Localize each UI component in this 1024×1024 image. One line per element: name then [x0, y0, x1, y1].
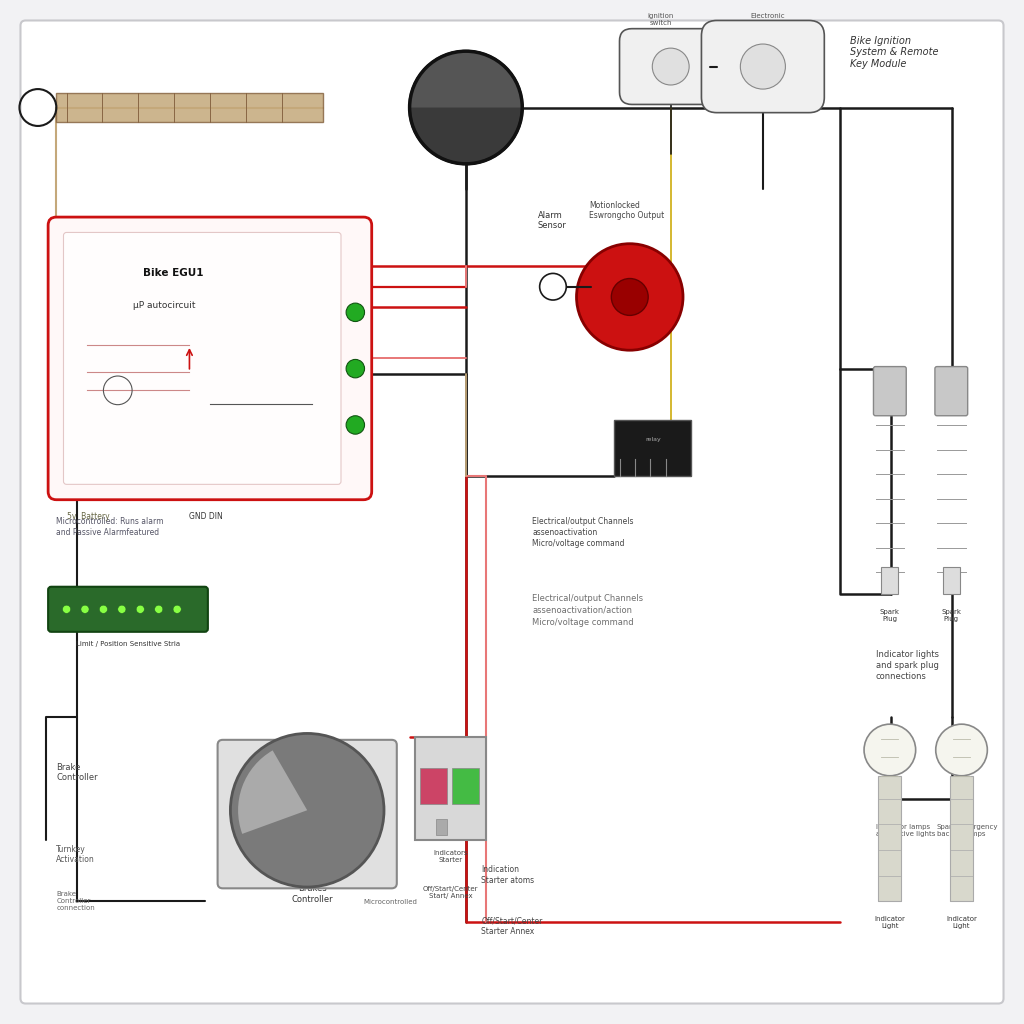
Text: Electronic
Ignition unit: Electronic Ignition unit: [746, 12, 790, 26]
Bar: [452, 768, 479, 804]
Text: Spark
Plug: Spark Plug: [880, 609, 900, 623]
Circle shape: [346, 359, 365, 378]
Circle shape: [346, 303, 365, 322]
Circle shape: [118, 605, 126, 613]
FancyBboxPatch shape: [48, 217, 372, 500]
Bar: [420, 768, 447, 804]
FancyBboxPatch shape: [935, 367, 968, 416]
Text: Alarm
Sensor: Alarm Sensor: [538, 211, 566, 230]
Text: Turnkey
Activation: Turnkey Activation: [56, 845, 95, 864]
Bar: [56, 93, 323, 122]
Text: Indicator lamps
alternative lights: Indicator lamps alternative lights: [876, 824, 935, 838]
Circle shape: [611, 279, 648, 315]
Text: relay: relay: [645, 437, 660, 442]
Circle shape: [62, 605, 71, 613]
Text: µP autocircuit: µP autocircuit: [132, 301, 196, 309]
FancyBboxPatch shape: [48, 587, 208, 632]
Wedge shape: [410, 51, 522, 108]
Wedge shape: [239, 751, 307, 834]
Circle shape: [577, 244, 683, 350]
FancyBboxPatch shape: [20, 20, 1004, 1004]
Circle shape: [740, 44, 785, 89]
Text: GND DIN: GND DIN: [189, 512, 223, 521]
FancyBboxPatch shape: [620, 29, 722, 104]
Bar: [950, 776, 973, 901]
Text: Bike Ignition
System & Remote
Key Module: Bike Ignition System & Remote Key Module: [850, 36, 938, 69]
Text: Electrical/output Channels
assenoactivation
Micro/voltage command: Electrical/output Channels assenoactivat…: [532, 517, 634, 548]
Circle shape: [173, 605, 181, 613]
Text: Electrical/output Channels
assenoactivation/action
Micro/voltage command: Electrical/output Channels assenoactivat…: [532, 594, 644, 627]
Bar: [882, 567, 898, 594]
Text: Spare/emergency
backup lamps: Spare/emergency backup lamps: [937, 824, 998, 838]
Circle shape: [230, 733, 384, 887]
Text: Indication
Starter atoms: Indication Starter atoms: [481, 865, 535, 885]
FancyBboxPatch shape: [217, 739, 396, 889]
Bar: [415, 737, 486, 840]
Bar: [614, 420, 691, 476]
Circle shape: [155, 605, 163, 613]
Circle shape: [864, 724, 915, 776]
Circle shape: [936, 724, 987, 776]
Text: Microcontrolled: Microcontrolled: [364, 899, 418, 904]
FancyBboxPatch shape: [701, 20, 824, 113]
Text: ignition
switch: ignition switch: [647, 12, 674, 26]
Text: Spark
Plug: Spark Plug: [941, 609, 962, 623]
Circle shape: [136, 605, 144, 613]
Text: Off/Start/Center
Start/ Annex: Off/Start/Center Start/ Annex: [423, 886, 478, 899]
Circle shape: [652, 48, 689, 85]
Text: Limit / Position Sensitive Stria: Limit / Position Sensitive Stria: [56, 620, 171, 629]
Circle shape: [81, 605, 89, 613]
Bar: [436, 819, 447, 835]
Text: Microcontrolled: Runs alarm
and Passive Alarmfeatured: Microcontrolled: Runs alarm and Passive …: [56, 517, 164, 538]
Text: Indicator
Light: Indicator Light: [946, 916, 977, 930]
Circle shape: [346, 416, 365, 434]
Text: Indicator
Light: Indicator Light: [874, 916, 905, 930]
Text: Off/Start/Center
Starter Annex: Off/Start/Center Starter Annex: [481, 916, 543, 936]
FancyBboxPatch shape: [63, 232, 341, 484]
Text: Indicators
Starter: Indicators Starter: [433, 850, 468, 863]
Text: Bike EGU1: Bike EGU1: [142, 268, 204, 279]
Text: Motionlocked
Eswrongcho Output: Motionlocked Eswrongcho Output: [589, 201, 664, 220]
Circle shape: [410, 51, 522, 164]
Circle shape: [540, 273, 566, 300]
Bar: [879, 776, 901, 901]
Text: Brakes
Controller: Brakes Controller: [292, 885, 333, 904]
Text: Brake
Controller
connection: Brake Controller connection: [56, 891, 95, 911]
Text: 5v  Battery: 5v Battery: [67, 512, 110, 521]
Text: Limit / Position Sensitive Stria: Limit / Position Sensitive Stria: [76, 641, 180, 647]
FancyBboxPatch shape: [873, 367, 906, 416]
Text: Brake
Controller: Brake Controller: [56, 763, 98, 782]
Circle shape: [99, 605, 108, 613]
Bar: [943, 567, 959, 594]
Text: Indicator lights
and spark plug
connections: Indicator lights and spark plug connecti…: [876, 650, 939, 681]
